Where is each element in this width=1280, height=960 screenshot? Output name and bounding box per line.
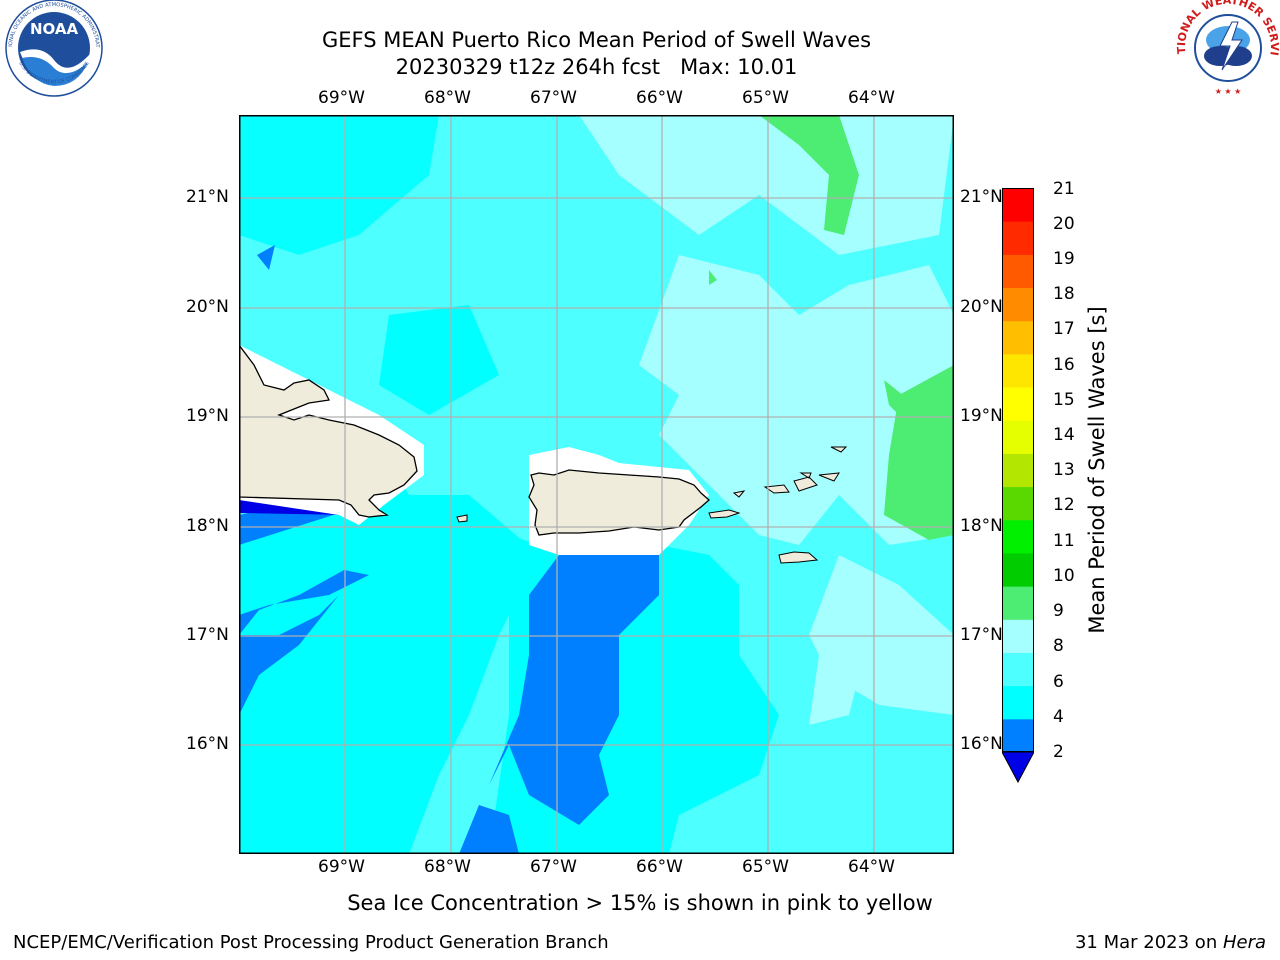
lon-label-bottom: 67°W bbox=[530, 857, 577, 877]
lon-label-top: 64°W bbox=[848, 88, 895, 108]
colorbar-band bbox=[1002, 287, 1034, 322]
colorbar-band bbox=[1002, 718, 1034, 753]
mona-island bbox=[456, 514, 468, 523]
footer-machine: Hera bbox=[1222, 932, 1266, 953]
footer-date-text: 31 Mar 2023 on bbox=[1074, 932, 1223, 953]
band-9-10 bbox=[759, 115, 859, 235]
colorbar-band bbox=[1002, 453, 1034, 488]
virgin-islands bbox=[732, 446, 848, 498]
colorbar-band bbox=[1002, 652, 1034, 687]
colorbar-tick: 17 bbox=[1053, 319, 1075, 339]
graticule bbox=[239, 115, 954, 854]
colorbar-tick: 12 bbox=[1053, 495, 1075, 515]
colorbar-frame bbox=[1002, 188, 1034, 752]
colorbar-tick: 2 bbox=[1053, 742, 1064, 762]
lat-label-left: 20°N bbox=[186, 297, 229, 317]
map-panel bbox=[238, 115, 954, 854]
colorbar-tick: 10 bbox=[1053, 566, 1075, 586]
band-2-4 bbox=[489, 555, 659, 825]
swell-period-field bbox=[238, 115, 954, 854]
colorbar-tick: 8 bbox=[1053, 636, 1064, 656]
band-8-9 bbox=[809, 655, 859, 725]
colorbar-band bbox=[1002, 619, 1034, 653]
map-frame bbox=[239, 115, 954, 854]
lon-label-bottom: 64°W bbox=[848, 857, 895, 877]
lon-label-top: 67°W bbox=[530, 88, 577, 108]
noaa-logo-text: NOAA bbox=[30, 20, 79, 38]
puerto-rico-land bbox=[528, 469, 710, 536]
st-croix-island bbox=[778, 551, 819, 564]
lat-label-left: 18°N bbox=[186, 516, 229, 536]
band-2-4 bbox=[257, 245, 275, 270]
noaa-logo: NOAA NATIONAL OCEANIC AND ATMOSPHERIC AD… bbox=[0, 0, 106, 100]
lat-label-right: 17°N bbox=[960, 625, 1003, 645]
colorbar-band bbox=[1002, 586, 1034, 620]
lat-label-left: 21°N bbox=[186, 187, 229, 207]
lon-label-bottom: 68°W bbox=[424, 857, 471, 877]
lat-label-right: 19°N bbox=[960, 406, 1003, 426]
lon-label-bottom: 69°W bbox=[318, 857, 365, 877]
colorbar-tick: 16 bbox=[1053, 355, 1075, 375]
lon-label-top: 65°W bbox=[742, 88, 789, 108]
lon-label-bottom: 65°W bbox=[742, 857, 789, 877]
lat-label-left: 17°N bbox=[186, 625, 229, 645]
lat-label-right: 18°N bbox=[960, 516, 1003, 536]
band-4-6 bbox=[379, 305, 499, 415]
footer-date: 31 Mar 2023 on Hera bbox=[1075, 932, 1266, 953]
nws-logo: NATIONAL WEATHER SERVICE ★ ★ ★ bbox=[1171, 0, 1280, 100]
lat-label-right: 21°N bbox=[960, 187, 1003, 207]
colorbar-band bbox=[1002, 420, 1034, 454]
colorbar-tick: 4 bbox=[1053, 707, 1064, 727]
lat-label-right: 20°N bbox=[960, 297, 1003, 317]
band-9-10 bbox=[709, 270, 717, 285]
colorbar-band bbox=[1002, 552, 1034, 587]
lat-label-left: 19°N bbox=[186, 406, 229, 426]
colorbar-band bbox=[1002, 486, 1034, 521]
colorbar-extend-arrow bbox=[1001, 751, 1035, 784]
colorbar-band bbox=[1002, 320, 1034, 355]
lon-label-top: 69°W bbox=[318, 88, 365, 108]
colorbar-tick: 15 bbox=[1053, 390, 1075, 410]
map-title-line2: 20230329 t12z 264h fcst Max: 10.01 bbox=[395, 55, 798, 79]
band-9-10 bbox=[884, 380, 909, 415]
band-4-6 bbox=[239, 445, 539, 854]
colorbar-band bbox=[1002, 254, 1034, 289]
band-8-9 bbox=[639, 255, 954, 545]
colorbar-tick: 6 bbox=[1053, 672, 1064, 692]
footer-branch: NCEP/EMC/Verification Post Processing Pr… bbox=[13, 932, 609, 953]
hispaniola-land bbox=[238, 343, 418, 518]
colorbar-band bbox=[1002, 387, 1034, 421]
colorbar-band bbox=[1002, 188, 1034, 222]
band-2-4 bbox=[239, 595, 339, 715]
colorbar-band bbox=[1002, 353, 1034, 388]
lon-label-top: 66°W bbox=[636, 88, 683, 108]
sea-ice-note: Sea Ice Concentration > 15% is shown in … bbox=[347, 891, 933, 915]
colorbar-tick: 13 bbox=[1053, 460, 1075, 480]
colorbar-label: Mean Period of Swell Waves [s] bbox=[1085, 306, 1109, 634]
colorbar-tick: 14 bbox=[1053, 425, 1075, 445]
colorbar-bands bbox=[1001, 188, 1035, 784]
band-2-4 bbox=[239, 570, 369, 635]
band-4-6 bbox=[239, 115, 439, 255]
colorbar-tick: 11 bbox=[1053, 531, 1075, 551]
colorbar-tick: 9 bbox=[1053, 601, 1064, 621]
colorbar-tick: 20 bbox=[1053, 214, 1075, 234]
colorbar-tick: 19 bbox=[1053, 249, 1075, 269]
colorbar-band bbox=[1002, 685, 1034, 720]
band-2-4 bbox=[459, 805, 519, 854]
lat-label-right: 16°N bbox=[960, 734, 1003, 754]
colorbar-band bbox=[1002, 221, 1034, 255]
lat-label-left: 16°N bbox=[186, 734, 229, 754]
map-title-line1: GEFS MEAN Puerto Rico Mean Period of Swe… bbox=[321, 28, 872, 52]
colorbar-tick: 18 bbox=[1053, 284, 1075, 304]
lon-label-bottom: 66°W bbox=[636, 857, 683, 877]
colorbar-tick: 21 bbox=[1053, 179, 1075, 199]
lon-label-top: 68°W bbox=[424, 88, 471, 108]
svg-text:★ ★ ★: ★ ★ ★ bbox=[1215, 87, 1242, 96]
vieques-island bbox=[708, 509, 741, 519]
colorbar-band bbox=[1002, 519, 1034, 554]
colorbar bbox=[1001, 188, 1035, 784]
